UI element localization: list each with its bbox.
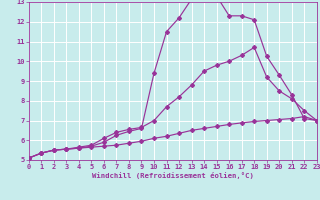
X-axis label: Windchill (Refroidissement éolien,°C): Windchill (Refroidissement éolien,°C) — [92, 172, 254, 179]
